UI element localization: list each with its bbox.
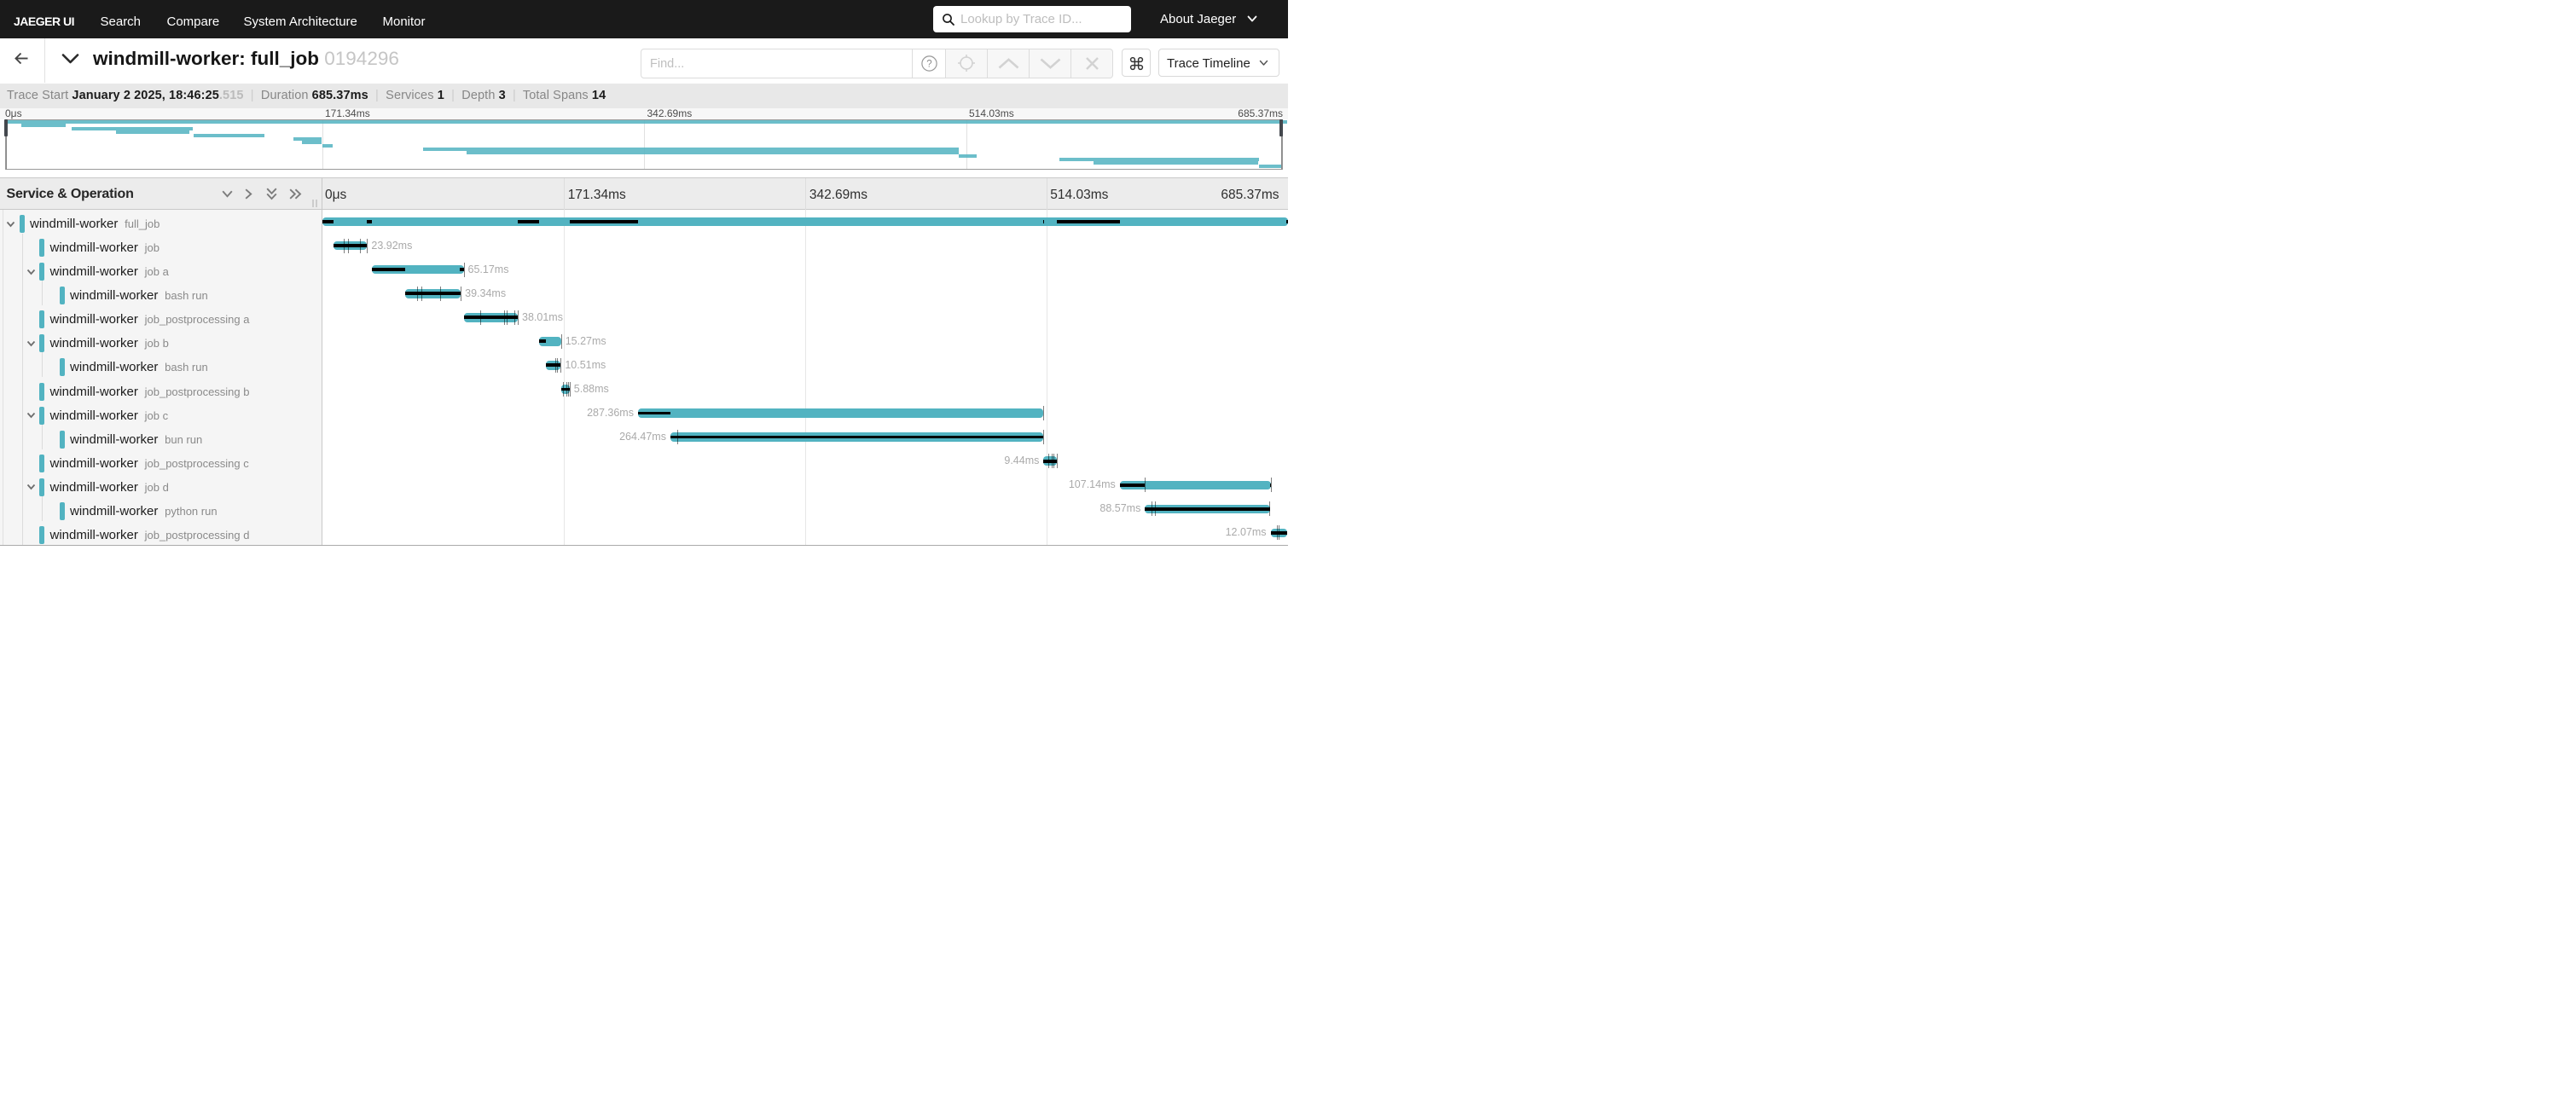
svg-text:?: ? <box>926 59 931 69</box>
